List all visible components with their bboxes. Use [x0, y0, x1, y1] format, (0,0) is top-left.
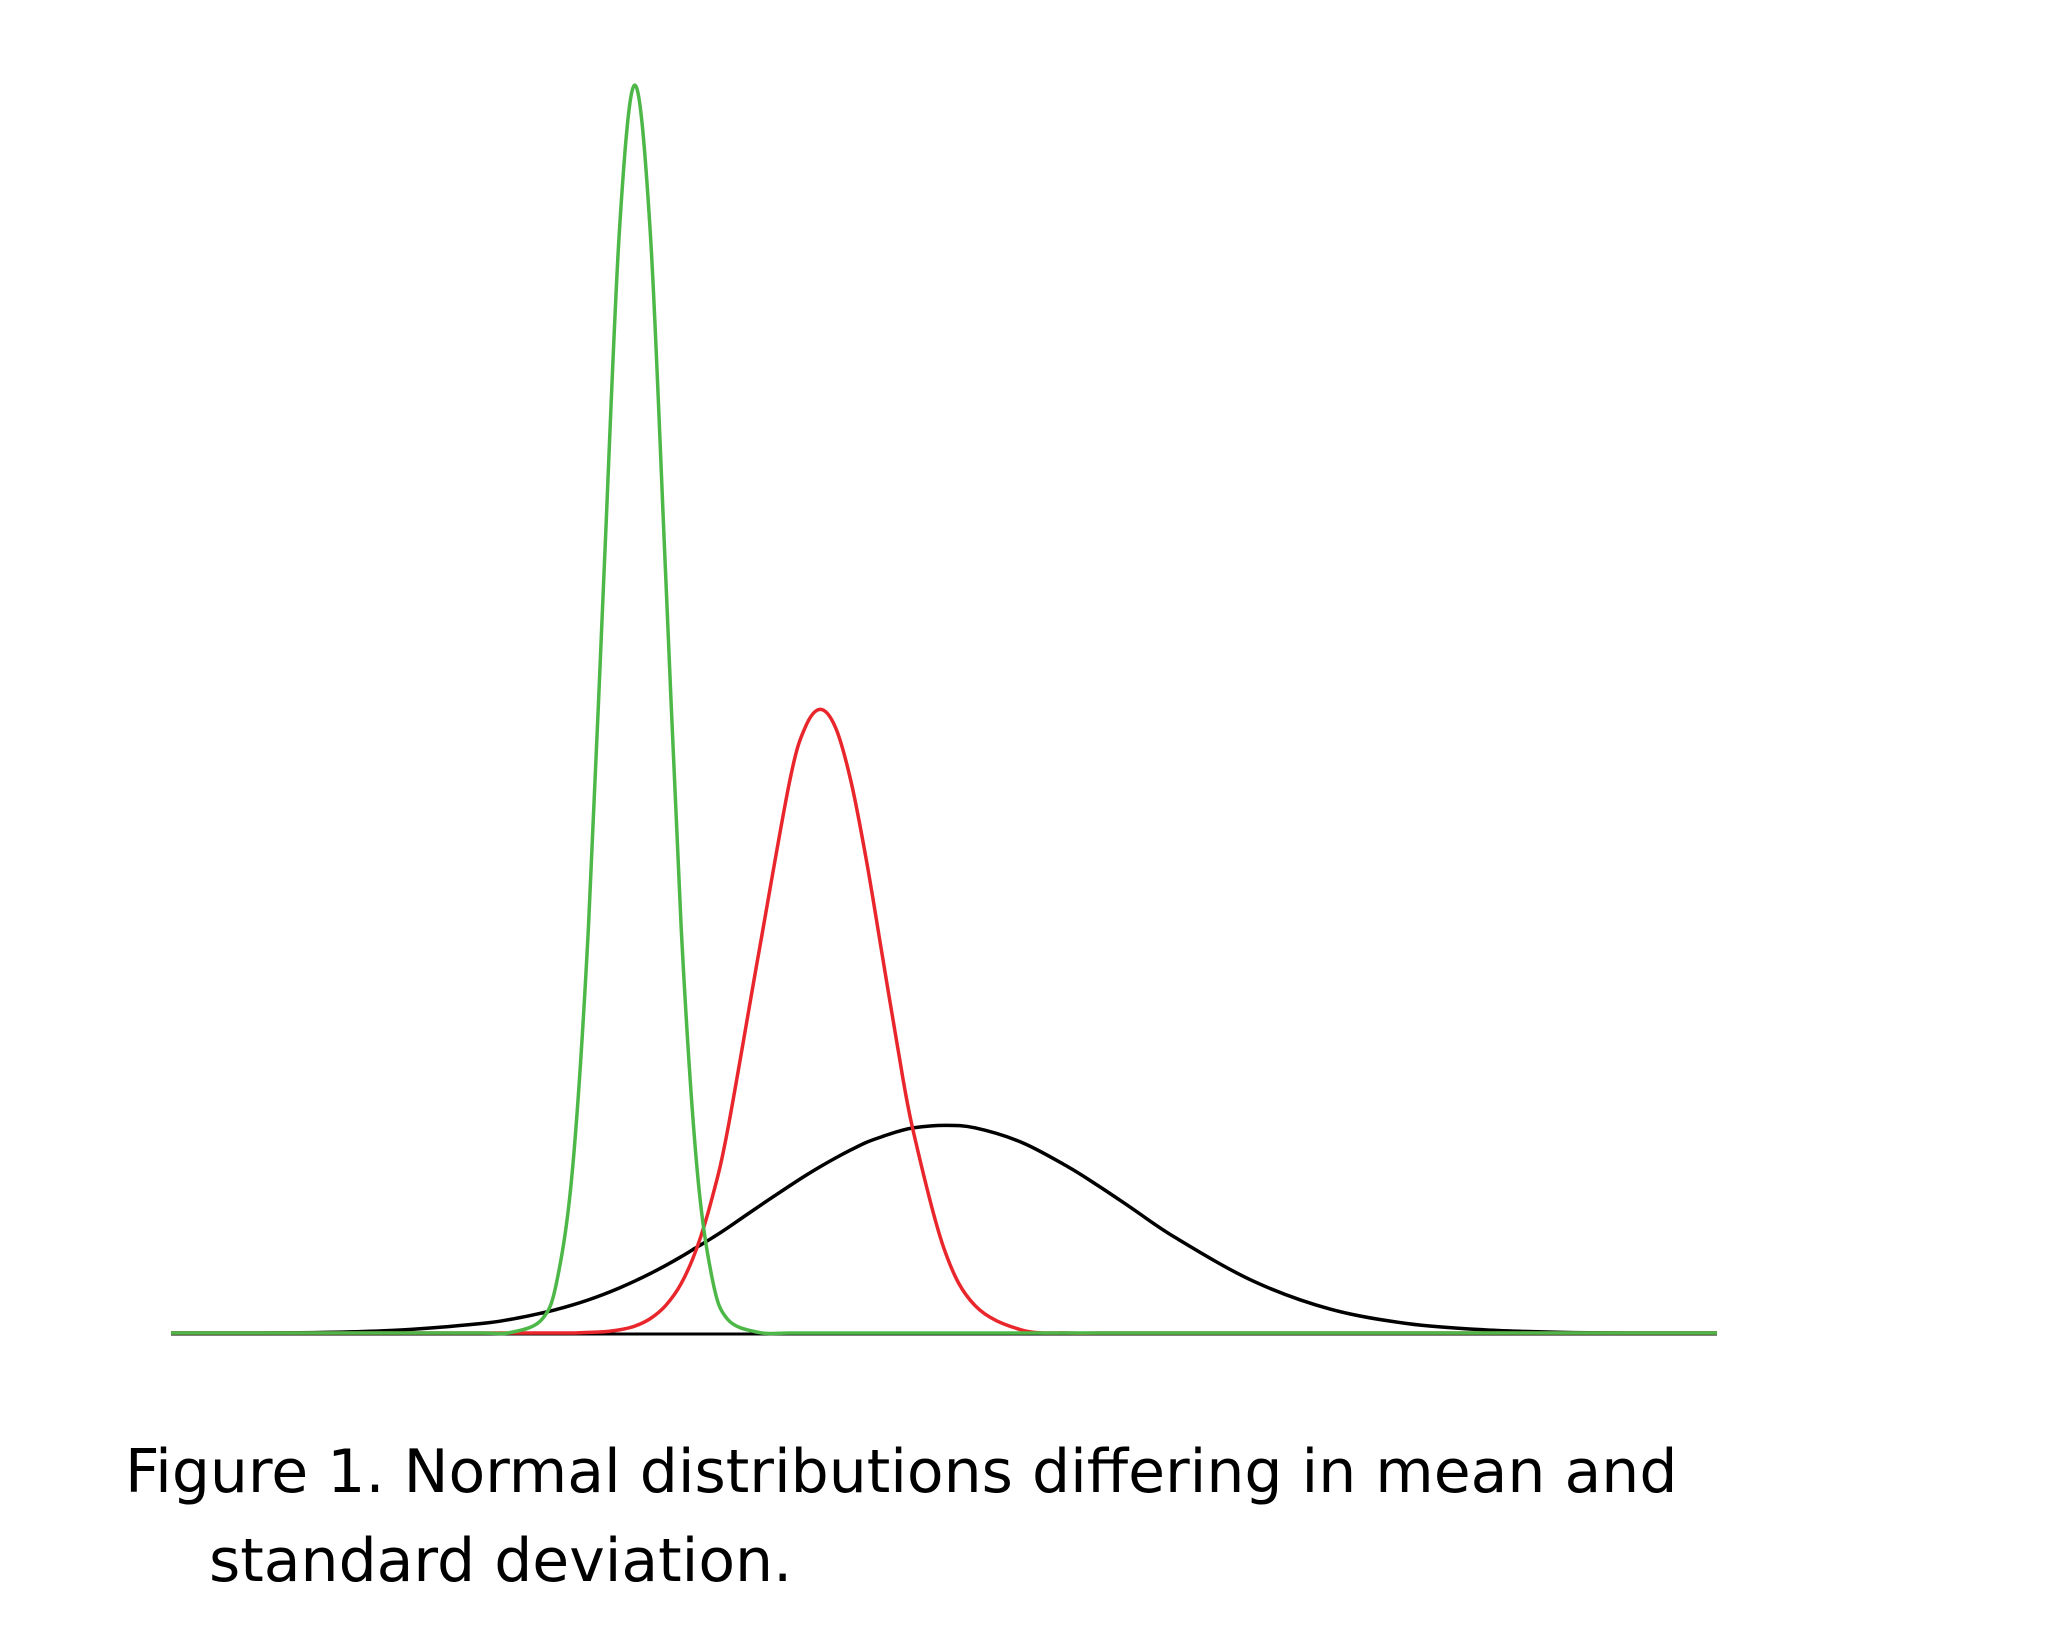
caption-line: Figure 1. Normal distributions differing… [125, 1437, 1678, 1507]
caption: Figure 1. Normal distributions differing… [125, 1428, 1677, 1606]
curve [170, 1123, 1718, 1335]
curve [171, 83, 1717, 1336]
curve [171, 707, 1717, 1335]
caption-line: standard deviation. [209, 1526, 793, 1596]
